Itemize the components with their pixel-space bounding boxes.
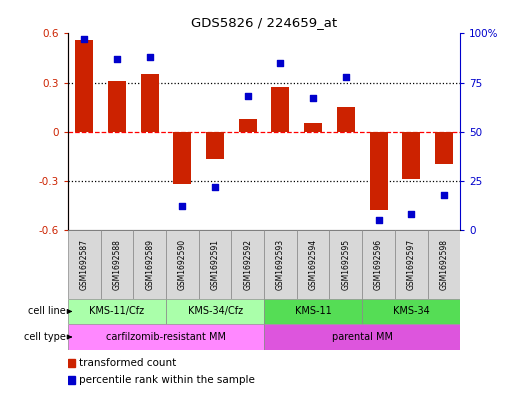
Point xyxy=(145,54,154,60)
Bar xyxy=(141,74,158,132)
Text: GSM1692593: GSM1692593 xyxy=(276,239,285,290)
Bar xyxy=(304,123,322,132)
Point xyxy=(309,95,317,101)
Text: GSM1692594: GSM1692594 xyxy=(309,239,317,290)
Point xyxy=(440,191,448,198)
FancyBboxPatch shape xyxy=(199,230,231,299)
Text: GSM1692589: GSM1692589 xyxy=(145,239,154,290)
Bar xyxy=(174,132,191,184)
Text: cell type: cell type xyxy=(24,332,66,342)
FancyBboxPatch shape xyxy=(68,230,100,299)
FancyBboxPatch shape xyxy=(68,324,264,350)
Text: parental MM: parental MM xyxy=(332,332,393,342)
Text: GSM1692591: GSM1692591 xyxy=(211,239,220,290)
Text: KMS-34: KMS-34 xyxy=(393,307,429,316)
FancyBboxPatch shape xyxy=(231,230,264,299)
FancyBboxPatch shape xyxy=(166,230,199,299)
Point xyxy=(276,60,285,66)
Text: cell line: cell line xyxy=(28,307,66,316)
Bar xyxy=(370,132,388,210)
Text: GSM1692595: GSM1692595 xyxy=(342,239,350,290)
Point xyxy=(178,203,187,209)
Text: GSM1692598: GSM1692598 xyxy=(439,239,448,290)
FancyBboxPatch shape xyxy=(264,324,460,350)
Bar xyxy=(402,132,420,179)
Text: KMS-34/Cfz: KMS-34/Cfz xyxy=(188,307,243,316)
Bar xyxy=(68,359,75,367)
Text: GSM1692597: GSM1692597 xyxy=(407,239,416,290)
Title: GDS5826 / 224659_at: GDS5826 / 224659_at xyxy=(191,17,337,29)
Text: carfilzomib-resistant MM: carfilzomib-resistant MM xyxy=(106,332,226,342)
FancyBboxPatch shape xyxy=(264,299,362,324)
Point xyxy=(374,217,383,223)
Point xyxy=(211,184,219,190)
FancyBboxPatch shape xyxy=(297,230,329,299)
FancyBboxPatch shape xyxy=(166,299,264,324)
Text: transformed count: transformed count xyxy=(79,358,176,368)
Point xyxy=(80,36,88,42)
FancyBboxPatch shape xyxy=(395,230,428,299)
FancyBboxPatch shape xyxy=(68,299,166,324)
Bar xyxy=(271,87,289,132)
Bar xyxy=(435,132,453,164)
Text: KMS-11/Cfz: KMS-11/Cfz xyxy=(89,307,144,316)
Text: percentile rank within the sample: percentile rank within the sample xyxy=(79,375,255,385)
FancyBboxPatch shape xyxy=(428,230,460,299)
Bar xyxy=(108,81,126,132)
FancyBboxPatch shape xyxy=(362,230,395,299)
Text: GSM1692592: GSM1692592 xyxy=(243,239,252,290)
Point xyxy=(342,73,350,80)
Bar xyxy=(337,107,355,132)
Bar xyxy=(75,40,93,132)
Bar xyxy=(239,119,257,132)
FancyBboxPatch shape xyxy=(133,230,166,299)
FancyBboxPatch shape xyxy=(362,299,460,324)
FancyBboxPatch shape xyxy=(264,230,297,299)
Point xyxy=(113,56,121,62)
Text: GSM1692588: GSM1692588 xyxy=(112,239,121,290)
FancyBboxPatch shape xyxy=(100,230,133,299)
Bar xyxy=(206,132,224,160)
Bar xyxy=(68,376,75,384)
FancyBboxPatch shape xyxy=(329,230,362,299)
Point xyxy=(407,211,415,217)
Text: KMS-11: KMS-11 xyxy=(295,307,332,316)
Point xyxy=(244,93,252,99)
Text: GSM1692596: GSM1692596 xyxy=(374,239,383,290)
Text: GSM1692590: GSM1692590 xyxy=(178,239,187,290)
Text: GSM1692587: GSM1692587 xyxy=(80,239,89,290)
